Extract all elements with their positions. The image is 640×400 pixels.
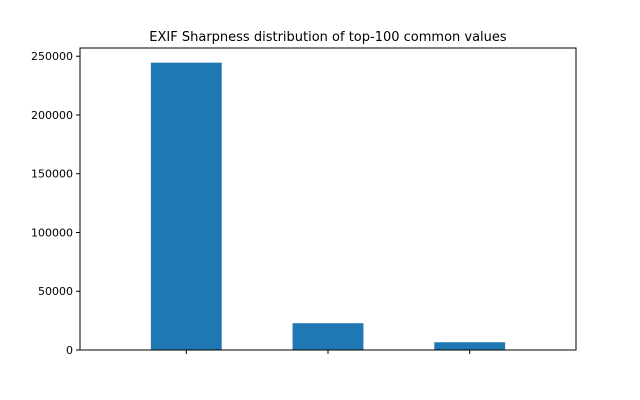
bar-0 bbox=[150, 62, 222, 350]
x-axis bbox=[185, 350, 471, 354]
y-tick-label-3: 150000 bbox=[31, 168, 73, 181]
y-tick-label-4: 200000 bbox=[31, 109, 73, 122]
bar-2 bbox=[434, 342, 506, 350]
y-tick-label-2: 100000 bbox=[31, 226, 73, 239]
y-tick-label-5: 250000 bbox=[31, 50, 73, 63]
plot-frame bbox=[79, 47, 577, 351]
y-tick-label-1: 50000 bbox=[38, 285, 73, 298]
y-tick-label-0: 0 bbox=[66, 344, 73, 357]
chart-title: EXIF Sharpness distribution of top-100 c… bbox=[149, 30, 507, 45]
bar-1 bbox=[292, 323, 364, 350]
bars-group bbox=[150, 62, 506, 350]
y-axis: 0 50000 100000 150000 200000 250000 bbox=[31, 50, 80, 357]
